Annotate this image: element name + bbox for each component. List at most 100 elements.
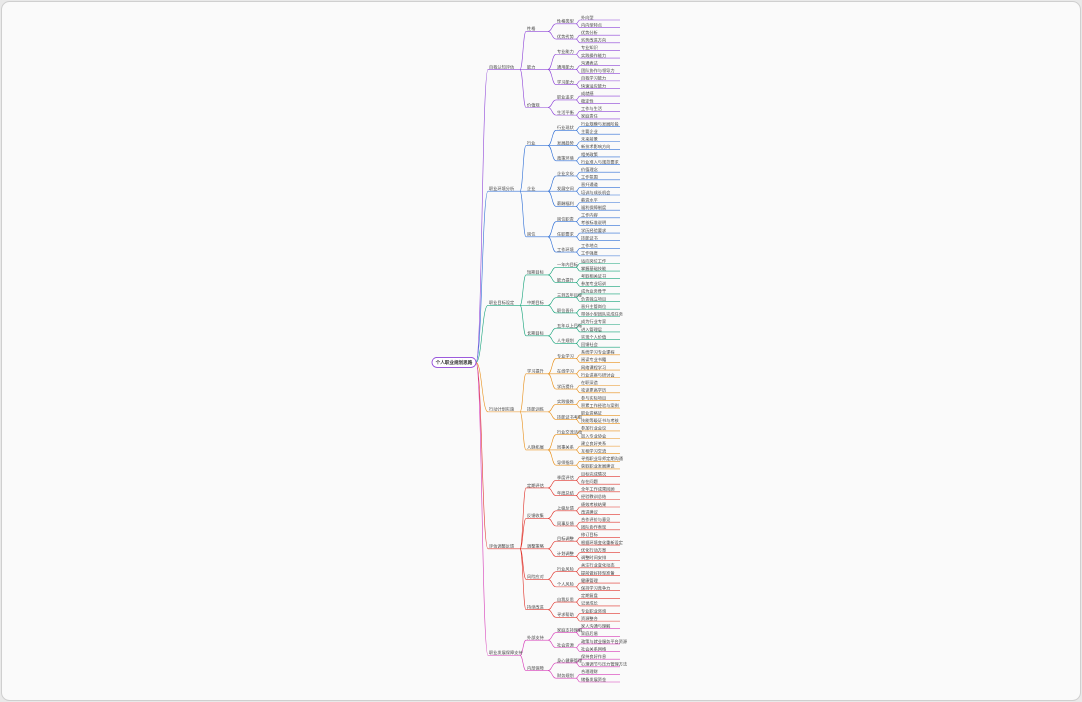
link [575,84,581,89]
link [475,69,489,363]
node-label: 定期评估 [527,482,544,489]
node-label: 关注行业变化动态 [581,562,615,569]
link [575,69,581,74]
node-label: 内部保障 [527,664,544,671]
node-label: 团队协作与领导力 [581,67,615,74]
node-label: 岗位职责 [557,215,574,222]
node-label: 学习提升 [527,368,544,375]
link [575,236,581,241]
node-label: 身心健康管理 [557,657,583,664]
node-label: 未来前景 [581,136,598,143]
link [575,677,581,683]
node-label: 优势劣势 [557,33,575,40]
link [547,274,557,283]
node-label: 风险应对 [527,573,544,580]
node-label: 学历提升 [557,383,574,390]
node-label: 提前做好转型准备 [581,569,615,576]
link [547,639,557,649]
link [547,662,557,671]
node-label: 进入管理层 [581,326,602,333]
node-label: 互相学习交流 [581,448,607,455]
node-label: 考取相关证书 [581,273,606,280]
node-label: 生活平衡 [557,109,574,116]
node-label: 行业规模与发展阶段 [581,120,620,127]
node-label: 工作环境 [557,246,574,253]
node-label: 薪资水平 [581,196,598,203]
link [519,518,527,550]
link [547,358,557,375]
link [519,305,527,337]
link [547,53,557,70]
node-label: 相关政策 [581,151,599,158]
link [575,312,581,318]
node-label: 实践操作能力 [581,52,606,59]
node-label: 性格 [527,25,536,32]
node-label: 考核标准说明 [581,219,606,226]
node-label: 职业追求 [557,94,575,101]
node-label: 阅读专业书籍 [581,356,606,363]
link [575,297,581,302]
link [575,388,581,394]
node-label: 沟通表达 [581,59,599,66]
link [547,335,557,344]
node-label: 保持良好作息 [581,653,606,660]
node-label: 根据环境变化重新设定 [581,539,623,546]
node-label: 带领小型团队完成任务 [581,311,624,318]
link [547,411,557,420]
node-label: 职业环境分析 [489,185,514,192]
link [547,487,557,496]
node-label: 成为业务骨干 [581,288,606,295]
link [575,510,581,515]
node-label: 自我反思 [557,596,574,603]
node-label: 调整策略 [527,543,545,550]
node-label: 外向型 [581,14,594,21]
link [547,548,557,557]
link [519,274,527,306]
node-label: 工作地点 [581,242,598,249]
node-label: 合理理财 [581,668,598,675]
node-label: 财务规划 [557,672,574,679]
link [547,518,557,527]
link [575,327,581,333]
node-label: 负责独立项目 [581,295,606,302]
node-label: 上级反馈 [557,505,575,512]
node-label: 实践锻炼 [557,398,574,405]
link [519,69,527,108]
link [547,403,557,413]
node-label: 稳定性 [581,98,594,105]
node-label: 寻求帮助 [557,611,574,618]
node-label: 内向型特点 [581,21,602,28]
node-label: 定期复盘 [581,592,598,599]
node-label: 劣势改进方向 [581,37,606,44]
node-label: 改进建议 [581,508,599,515]
link [547,373,557,390]
link [575,38,581,44]
link [547,601,557,611]
node-label: 岗位 [527,231,535,237]
link [575,464,581,470]
link [575,601,581,607]
link [519,145,527,192]
node-label: 保持学习竞争力 [581,584,610,591]
node-label: 成就感 [581,90,594,97]
link [547,609,557,618]
node-label: 家庭支持理解 [557,626,582,633]
node-label: 优化行动方案 [581,546,607,553]
link [547,145,557,162]
root-label: 个人职业规划思路 [435,359,473,366]
link [575,221,581,226]
node-label: 加入专业协会 [581,432,607,439]
node-label: 职业目标设定 [489,299,514,306]
node-label: 自我学习能力 [581,75,606,82]
node-label: 短期目标 [527,269,544,276]
node-label: 合作评价与意见 [581,516,610,523]
node-label: 积累工作经验与案例 [581,402,619,409]
node-label: 年度总结 [557,489,574,496]
node-label: 资源整合 [581,615,599,622]
node-label: 家人沟通与理解 [581,623,610,630]
link [575,343,581,348]
link [519,655,527,671]
node-label: 成为行业专家 [581,318,607,325]
node-label: 存在问题 [581,478,599,485]
